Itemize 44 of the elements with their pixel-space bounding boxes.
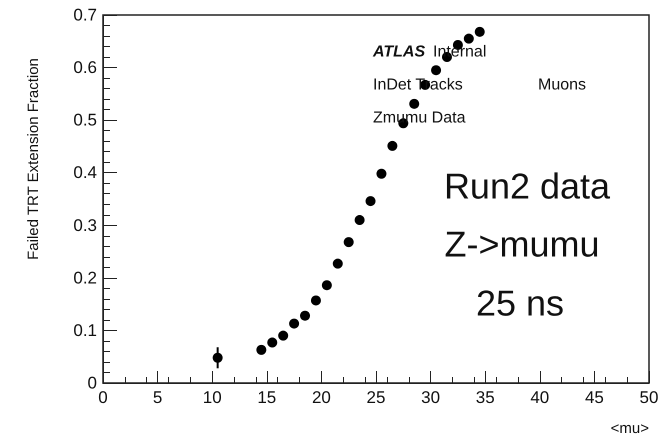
x-tick-label: 5: [152, 388, 162, 407]
point: [212, 352, 223, 363]
x-tick-label: 45: [584, 388, 604, 407]
x-tick-label: 15: [257, 388, 276, 407]
point: [409, 98, 420, 109]
point: [387, 140, 398, 151]
point: [431, 65, 442, 76]
point: [267, 338, 278, 348]
point: [354, 215, 365, 226]
annotation: Muons: [538, 76, 586, 94]
y-tick-label: 0.4: [73, 163, 97, 182]
x-tick-label: 40: [530, 388, 550, 407]
annotation: Run2 data: [444, 166, 612, 206]
point: [464, 34, 474, 44]
y-tick-label: 0.6: [73, 58, 97, 78]
x-tick-label: 10: [202, 388, 222, 407]
x-tick-label: 25: [366, 388, 386, 407]
x-tick-label: 20: [312, 388, 331, 407]
x-axis-title: <mu>: [610, 420, 650, 437]
point: [278, 330, 288, 341]
annotation: 25 ns: [476, 282, 564, 324]
y-tick-label: 0.5: [73, 110, 97, 130]
point: [332, 258, 343, 269]
point: [322, 280, 332, 290]
x-tick-label: 30: [421, 388, 440, 407]
x-tick-label: 35: [476, 388, 495, 407]
point: [289, 318, 300, 329]
y-tick-label: 0.1: [73, 320, 97, 340]
point: [474, 26, 485, 37]
y-axis-title: Failed TRT Extension Fraction: [25, 58, 42, 260]
point: [344, 237, 354, 248]
x-tick-label: 50: [640, 388, 658, 407]
y-tick-label: 0: [88, 374, 97, 392]
y-tick-label: 0.3: [73, 216, 97, 235]
point: [366, 196, 376, 206]
point: [300, 310, 310, 321]
annotation: ATLAS: [372, 44, 426, 60]
point: [256, 344, 266, 355]
y-tick-label: 0.2: [73, 268, 97, 288]
point: [310, 295, 321, 306]
y-tick-label: 0.7: [73, 6, 97, 24]
point: [376, 168, 386, 179]
annotation: Z->mumu: [444, 224, 600, 264]
annotation: Zmumu Data: [373, 110, 466, 126]
